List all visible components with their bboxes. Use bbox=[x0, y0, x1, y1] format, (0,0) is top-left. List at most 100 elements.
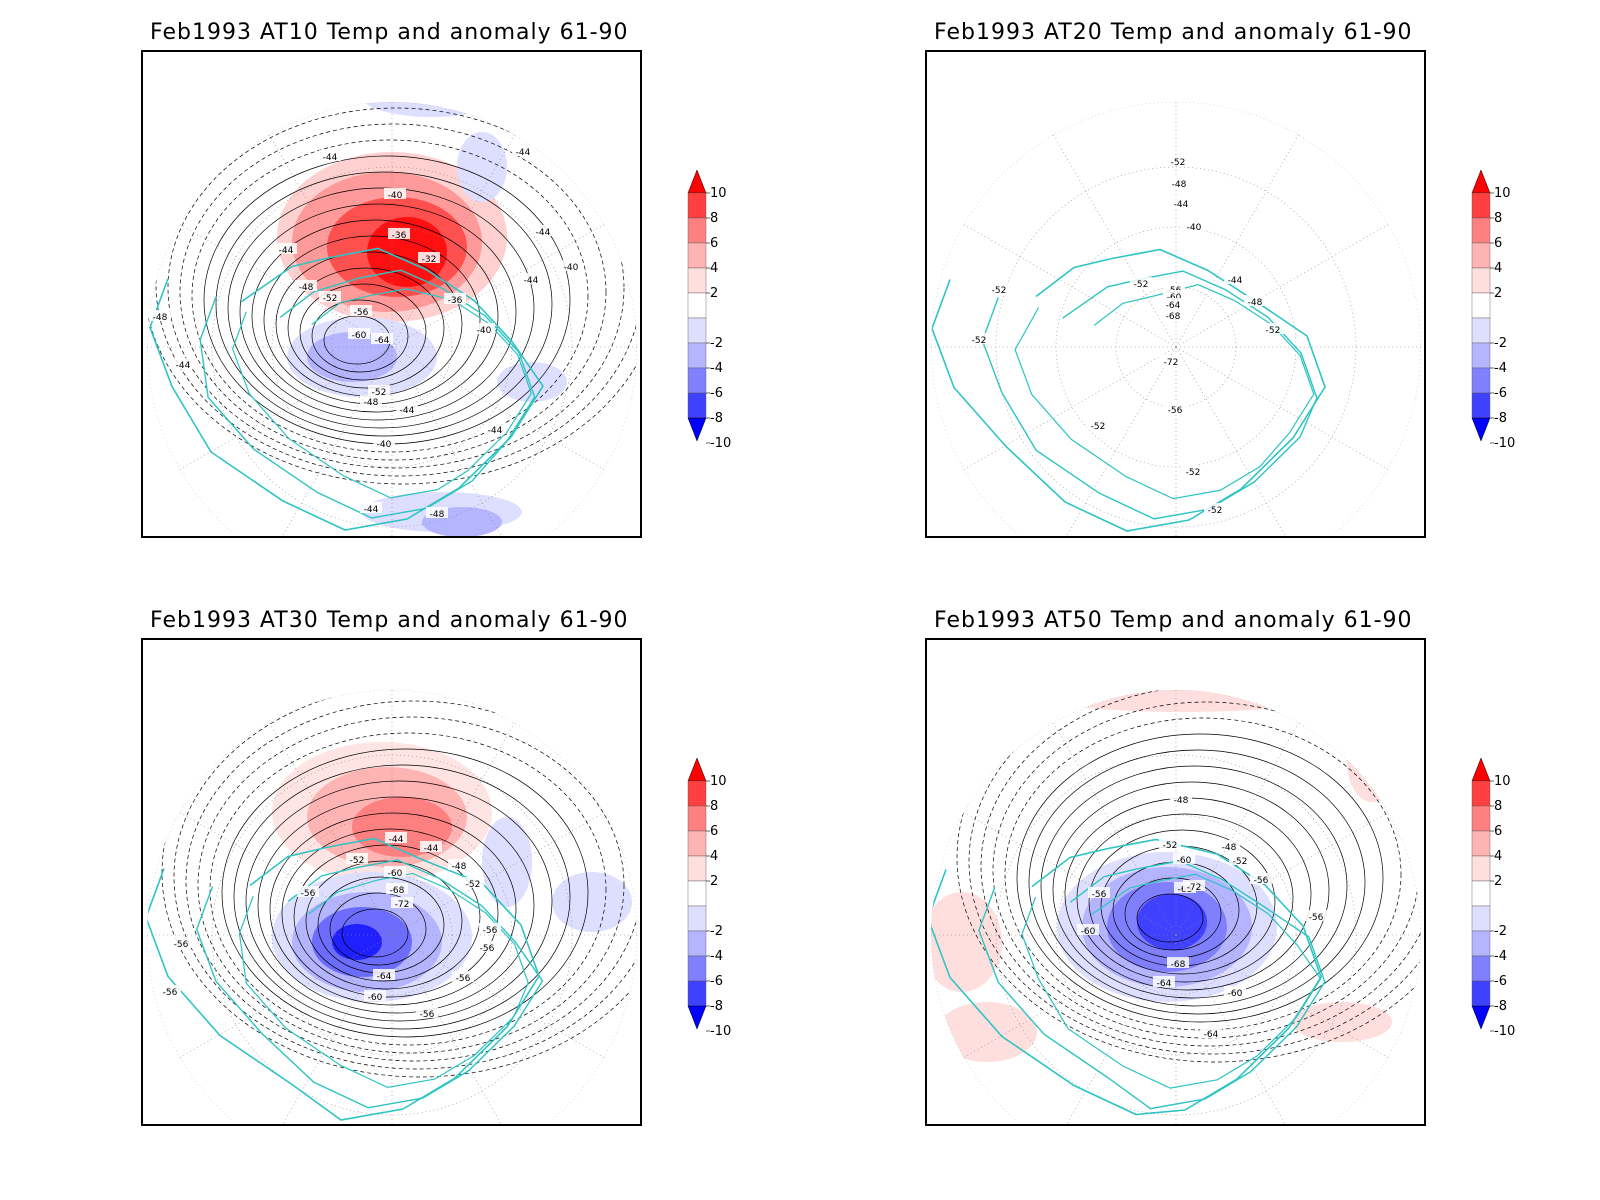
colorbar-segment bbox=[1471, 242, 1491, 269]
colorbar-tick-label: -6 bbox=[710, 974, 723, 989]
map-disc: -44 -44 -48 -52 -52 -56 -60 -68 -72 -56 -56 -56 -56 -… bbox=[147, 690, 637, 1124]
contour-label: -56 bbox=[1254, 876, 1269, 886]
contour-line bbox=[1040, 765, 1348, 1007]
meridian-line bbox=[1175, 934, 1389, 1058]
contour-label: -40 bbox=[377, 440, 392, 450]
contour-label-bg bbox=[484, 423, 506, 434]
contour-label-bg bbox=[1305, 910, 1327, 921]
colorbar-tick-label: -10 bbox=[710, 436, 731, 451]
map-disc: -52-48-44-40-44-48-52-56-60-64-68-72-52-… bbox=[931, 102, 1421, 536]
colorbar-tick-label: -10 bbox=[710, 1024, 731, 1039]
contour-label-bg bbox=[364, 990, 386, 1001]
contour-label: -40 bbox=[564, 263, 579, 273]
contour-label: -52 bbox=[372, 388, 387, 398]
contour-label-bg bbox=[1163, 290, 1185, 301]
meridian-line bbox=[391, 812, 605, 936]
map-frame: -44 -44 -44 -40 -36 -32 -36 -40 -44 -48 -52 -56 -60-… bbox=[141, 50, 642, 538]
anomaly-shading bbox=[332, 924, 382, 960]
panel-title: Feb1993 AT20 Temp and anomaly 61-90 bbox=[934, 20, 1413, 45]
contour-label-bg bbox=[380, 85, 402, 96]
contour-line bbox=[299, 283, 427, 381]
contour-label: -56 bbox=[163, 988, 178, 998]
contour-label: -36 bbox=[392, 231, 407, 241]
colorbar-tick-label: -8 bbox=[1494, 999, 1507, 1014]
contour-label-bg bbox=[1088, 887, 1110, 898]
meridian-line bbox=[1053, 934, 1177, 1124]
colorbar-segment bbox=[1471, 267, 1491, 294]
colorbar-segment bbox=[1471, 880, 1491, 907]
contour-label-bg bbox=[1167, 957, 1189, 968]
meridian-line bbox=[391, 134, 515, 348]
contour-label-bg bbox=[1167, 155, 1189, 166]
contour-label-bg bbox=[479, 923, 501, 934]
anomaly-shading bbox=[1137, 894, 1207, 950]
contour-label: -52 bbox=[466, 880, 481, 890]
contour-label: -40 bbox=[1187, 223, 1202, 233]
colorbar-segment bbox=[1471, 217, 1491, 244]
contour-label-bg bbox=[1183, 220, 1205, 231]
polar-map: -48-52-48-52-56-60-68-56-60-72-68-64-60-… bbox=[931, 690, 1421, 1124]
contour-label-bg bbox=[426, 507, 448, 518]
contour-line bbox=[251, 219, 499, 413]
colorbar-segment bbox=[687, 267, 707, 294]
colorbar-tick-label: 4 bbox=[1494, 261, 1502, 276]
contour-label: -68 bbox=[1171, 960, 1186, 970]
contour-label: -60 bbox=[368, 993, 383, 1003]
coastline bbox=[1021, 873, 1322, 1089]
contour-label: -56 bbox=[1092, 890, 1107, 900]
colorbar-segment bbox=[1471, 955, 1491, 982]
contour-label-bg bbox=[384, 188, 406, 199]
meridian-line bbox=[1053, 346, 1177, 536]
contour-label-bg bbox=[1160, 355, 1182, 366]
colorbar-segment bbox=[1471, 192, 1491, 219]
contour-label-bg bbox=[444, 293, 466, 304]
contour-line bbox=[281, 828, 499, 998]
contour-line bbox=[269, 812, 517, 1006]
colorbar-tick-label: 4 bbox=[710, 261, 718, 276]
contour-label: -44 bbox=[1174, 200, 1189, 210]
meridian-line bbox=[1175, 722, 1299, 936]
colorbar: 10 8 6 4 2 -2 -4 -6 -8 -10 bbox=[687, 169, 731, 451]
colorbar-tick-label: -4 bbox=[1494, 949, 1507, 964]
map-frame: -48-52-48-52-56-60-68-56-60-72-68-64-60-… bbox=[925, 638, 1426, 1126]
meridian-line bbox=[1175, 346, 1299, 536]
polar-map: -44 -44 -48 -52 -52 -56 -60 -68 -72 -56 -56 -56 -56 -… bbox=[147, 690, 637, 1124]
contour-label: -64 bbox=[1204, 1030, 1219, 1040]
meridian-line bbox=[963, 934, 1177, 1058]
coastline bbox=[931, 248, 1326, 532]
contour-label: -52 bbox=[1208, 506, 1223, 516]
colorbar: 10 8 6 4 2 -2 -4 -6 -8 -10 bbox=[1471, 757, 1515, 1039]
contour-line bbox=[215, 171, 553, 437]
meridian-line bbox=[391, 934, 515, 1124]
colorbar-tick-label: 6 bbox=[1494, 824, 1502, 839]
contour-label-bg bbox=[418, 252, 440, 263]
contour-label-bg bbox=[520, 273, 542, 284]
contour-label: -44 bbox=[364, 505, 379, 515]
coastline bbox=[195, 859, 544, 1109]
colorbar-tick-label: -4 bbox=[1494, 361, 1507, 376]
contour-label: -44 bbox=[524, 276, 539, 286]
meridian-line bbox=[1053, 722, 1177, 936]
contour-label-bg bbox=[988, 283, 1010, 294]
meridian-line bbox=[391, 346, 515, 536]
contour-label-bg bbox=[968, 333, 990, 344]
colorbar-tick-label: 6 bbox=[1494, 236, 1502, 251]
contour-line bbox=[209, 732, 607, 1046]
contour-label: -48 bbox=[364, 398, 379, 408]
coastline bbox=[149, 247, 544, 531]
anomaly-shading bbox=[937, 1002, 1037, 1062]
contour-label-bg bbox=[295, 280, 317, 291]
coastline bbox=[231, 288, 532, 499]
contour-label: -56 bbox=[456, 974, 471, 984]
anomaly-shading bbox=[362, 102, 502, 117]
contour-label-bg bbox=[391, 897, 413, 908]
colorbar-segment bbox=[687, 367, 707, 394]
contour-label: -60 bbox=[1228, 989, 1243, 999]
contour-label: -64 bbox=[1166, 301, 1181, 311]
contour-label: -56 bbox=[480, 944, 495, 954]
colorbar-tick-label: -2 bbox=[710, 336, 723, 351]
contour-label-bg bbox=[172, 358, 194, 369]
colorbar-tick-label: 10 bbox=[1494, 186, 1511, 201]
colorbar: 10 8 6 4 2 -2 -4 -6 -8 -10 bbox=[1471, 169, 1515, 451]
colorbar-arrow-bottom bbox=[1471, 1005, 1491, 1030]
